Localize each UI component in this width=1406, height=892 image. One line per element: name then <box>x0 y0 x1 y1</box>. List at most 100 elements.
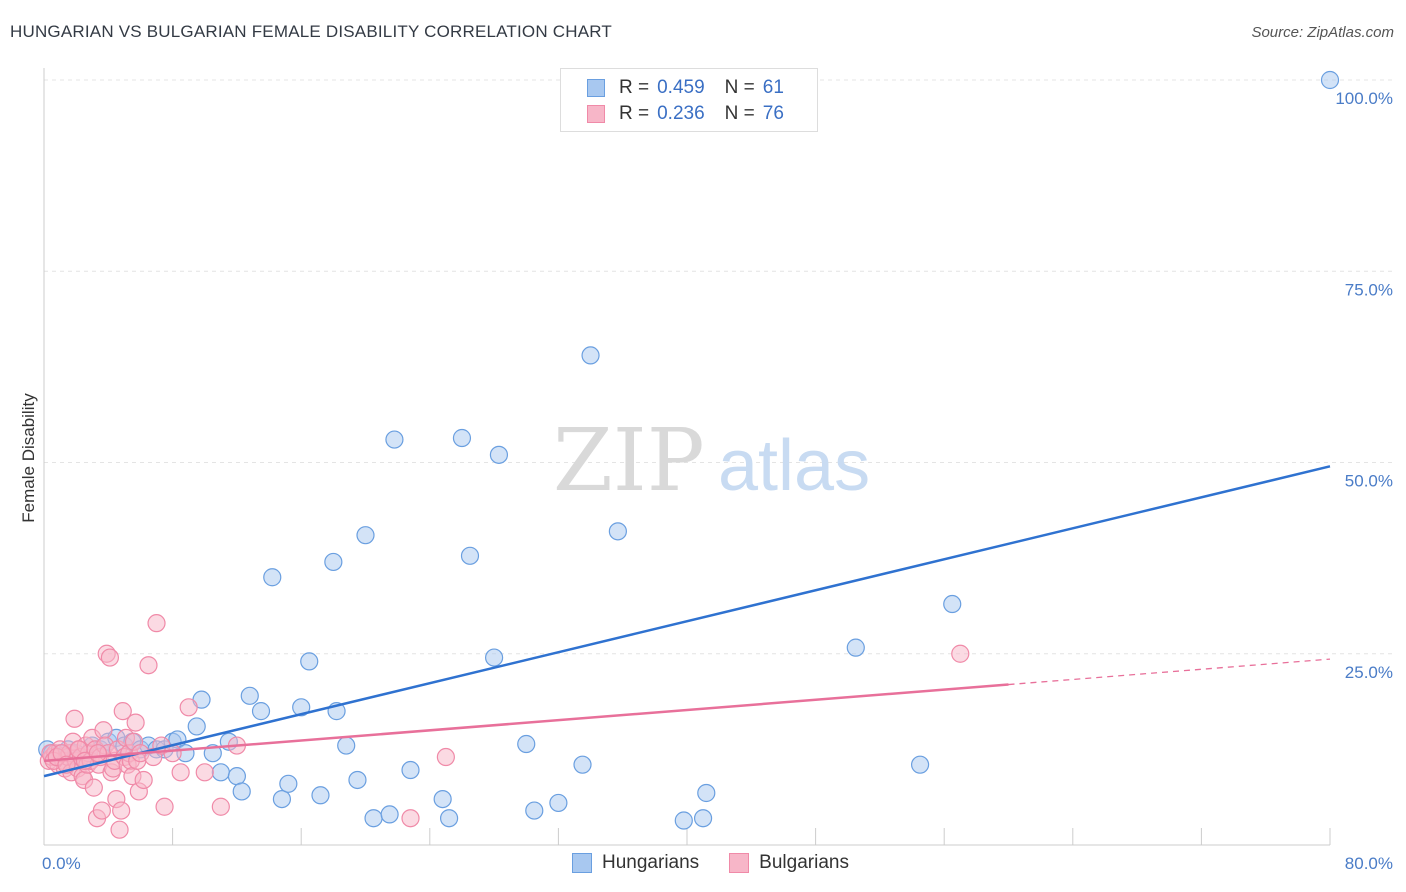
point-hungarians <box>846 638 865 657</box>
point-hungarians <box>549 793 568 813</box>
source-credit: Source: ZipAtlas.com <box>1251 24 1394 41</box>
y-tick-label: 75.0% <box>1345 280 1393 299</box>
legend-r-label: R = <box>619 103 650 124</box>
legend-r-value: 0.236 <box>657 103 705 124</box>
point-hungarians <box>227 767 246 786</box>
point-hungarians <box>385 430 404 449</box>
point-hungarians <box>581 346 600 365</box>
legend-swatch-bulgarians <box>587 105 605 123</box>
point-hungarians <box>910 755 930 774</box>
point-bulgarians <box>110 820 129 839</box>
point-hungarians <box>272 789 292 809</box>
series-legend: Hungarians Bulgarians <box>572 852 879 874</box>
legend-n-value: 76 <box>762 103 784 124</box>
trend-line-hungarians <box>43 465 1331 778</box>
point-bulgarians <box>211 797 230 816</box>
point-hungarians <box>1320 70 1340 90</box>
point-hungarians <box>232 782 251 801</box>
point-hungarians <box>608 522 627 541</box>
watermark-atlas: atlas <box>718 426 870 506</box>
point-hungarians <box>943 594 962 614</box>
point-hungarians <box>211 763 230 782</box>
point-hungarians <box>697 783 716 803</box>
point-hungarians <box>324 552 343 572</box>
point-hungarians <box>311 786 330 805</box>
point-hungarians <box>433 789 452 809</box>
x-tick-label: 0.0% <box>42 854 81 873</box>
axes <box>43 68 1331 846</box>
series-legend-bulgarians[interactable]: Bulgarians <box>729 852 849 874</box>
point-bulgarians <box>126 713 145 732</box>
point-bulgarians <box>88 744 107 763</box>
point-hungarians <box>337 736 356 755</box>
trend-line-bulgarians <box>43 683 1009 763</box>
point-bulgarians <box>436 747 455 767</box>
point-hungarians <box>525 801 544 820</box>
point-hungarians <box>364 809 383 828</box>
series-label-hungarians: Hungarians <box>602 852 700 873</box>
point-bulgarians <box>951 644 970 663</box>
legend-n-value: 61 <box>762 77 784 98</box>
trend-line-bulgarians-extension <box>1008 658 1331 686</box>
point-bulgarians <box>155 797 174 816</box>
point-hungarians <box>348 770 367 790</box>
point-hungarians <box>292 698 311 717</box>
point-hungarians <box>187 717 206 736</box>
point-bulgarians <box>100 648 120 667</box>
legend-row-hungarians: R = 0.459 N = 61 <box>587 76 784 100</box>
legend-box: R = 0.459 N = 61 R = 0.236 N = 76 <box>560 68 818 132</box>
point-hungarians <box>489 445 509 464</box>
legend-r-label: R = <box>619 77 650 98</box>
point-bulgarians <box>113 702 132 721</box>
legend-swatch-hungarians <box>587 79 605 97</box>
point-bulgarians <box>171 763 190 782</box>
point-hungarians <box>300 652 319 671</box>
tick-labels: 100.0% 75.0% 50.0% 25.0% 0.0% 80.0% <box>42 89 1393 873</box>
x-tick-label: 80.0% <box>1345 854 1393 873</box>
point-hungarians <box>356 526 375 545</box>
point-bulgarians <box>147 614 166 633</box>
series-swatch-bulgarians <box>729 853 750 873</box>
point-bulgarians <box>84 778 103 797</box>
point-bulgarians <box>112 801 131 820</box>
point-hungarians <box>380 805 399 824</box>
point-hungarians <box>263 568 282 587</box>
point-hungarians <box>251 702 271 721</box>
point-hungarians <box>693 809 713 828</box>
point-hungarians <box>279 774 298 793</box>
point-hungarians <box>452 428 472 448</box>
point-hungarians <box>460 546 480 565</box>
y-axis-label: Female Disability <box>19 393 38 523</box>
point-hungarians <box>485 648 504 667</box>
series-legend-hungarians[interactable]: Hungarians <box>572 852 699 874</box>
series-swatch-hungarians <box>572 853 592 873</box>
point-hungarians <box>401 760 420 780</box>
point-bulgarians <box>139 656 158 675</box>
point-bulgarians <box>65 709 84 728</box>
gridlines <box>44 79 1392 655</box>
watermark-zip: ZIP <box>553 411 705 511</box>
legend-n-label: N = <box>724 103 755 124</box>
trend-lines <box>43 465 1331 778</box>
point-bulgarians <box>401 809 420 828</box>
series-label-bulgarians: Bulgarians <box>759 852 849 873</box>
watermark: ZIP atlas <box>553 411 870 511</box>
point-hungarians <box>240 686 259 705</box>
legend-row-bulgarians: R = 0.236 N = 76 <box>587 102 784 126</box>
point-bulgarians <box>94 721 113 740</box>
legend-n-label: N = <box>724 77 755 98</box>
point-bulgarians <box>195 763 214 782</box>
chart-title: HUNGARIAN VS BULGARIAN FEMALE DISABILITY… <box>10 22 613 41</box>
y-tick-label: 25.0% <box>1345 663 1393 682</box>
point-bulgarians <box>179 698 198 717</box>
point-bulgarians <box>92 801 111 820</box>
y-tick-label: 50.0% <box>1345 472 1393 491</box>
point-hungarians <box>674 811 693 830</box>
point-hungarians <box>439 809 459 828</box>
point-hungarians <box>517 734 536 754</box>
y-tick-label: 100.0% <box>1335 89 1393 108</box>
point-bulgarians <box>134 770 153 790</box>
legend-r-value: 0.459 <box>657 77 705 98</box>
point-hungarians <box>573 755 592 774</box>
